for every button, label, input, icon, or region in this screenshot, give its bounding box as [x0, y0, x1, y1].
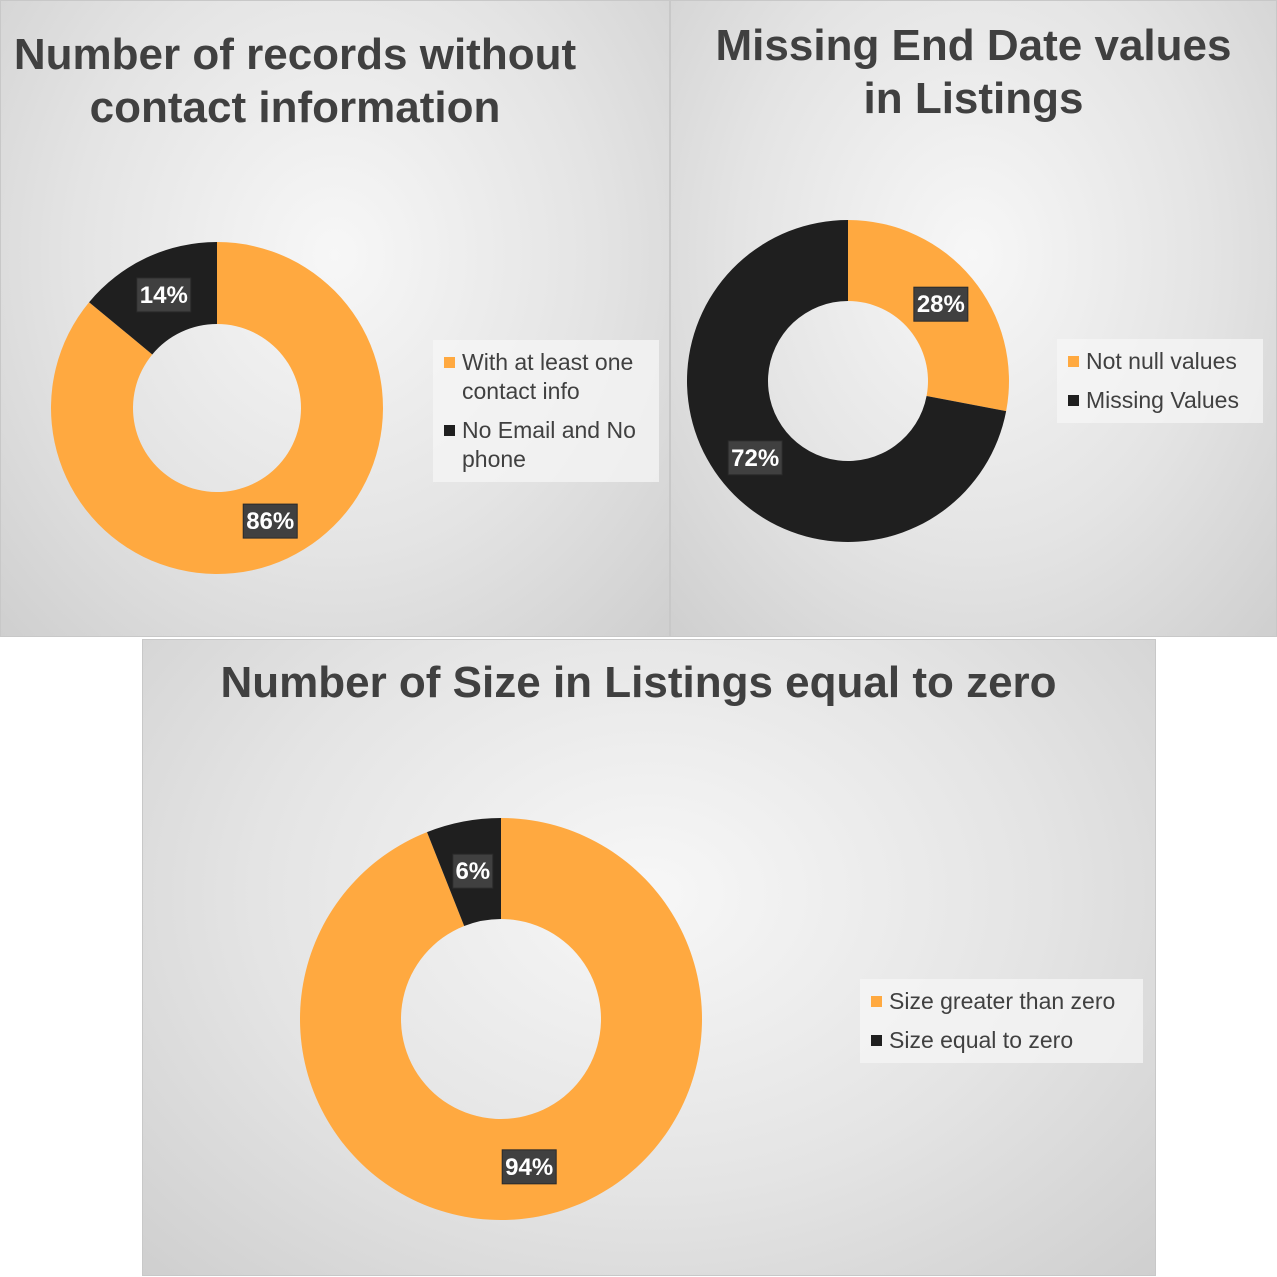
data-label-box — [452, 853, 494, 889]
legend-swatch — [1068, 356, 1079, 367]
legend-label: No Email and No phone — [462, 417, 636, 472]
donut-chart: 28% 72% — [687, 220, 1009, 542]
data-label-box — [242, 503, 298, 539]
data-label-box — [136, 277, 192, 313]
data-label: 72% — [727, 440, 783, 476]
legend-swatch — [871, 996, 882, 1007]
data-label-box — [913, 286, 969, 322]
data-label: 28% — [913, 286, 969, 322]
donut-chart: 86% 14% — [50, 242, 384, 574]
legend-item: Size greater than zero — [868, 987, 1135, 1016]
data-label: 14% — [136, 277, 192, 313]
data-label: 86% — [242, 503, 298, 539]
legend-swatch — [871, 1035, 882, 1046]
donut-slice — [299, 818, 702, 1220]
chart-legend: Not null values Missing Values — [1057, 339, 1263, 423]
data-label-text: 86% — [246, 508, 294, 535]
data-label-text: 72% — [731, 445, 779, 472]
chart-title: Number of Size in Listings equal to zero — [220, 658, 1057, 707]
legend-label: Size greater than zero — [889, 988, 1116, 1014]
legend-item: No Email and No phone — [441, 416, 651, 474]
donut-chart: 94% 6% — [299, 818, 702, 1220]
legend-label: Missing Values — [1086, 387, 1239, 413]
legend-swatch — [444, 357, 455, 368]
legend-swatch — [1068, 395, 1079, 406]
legend-label: Size equal to zero — [889, 1027, 1074, 1053]
data-label-text: 94% — [505, 1154, 553, 1181]
legend-item: Size equal to zero — [868, 1026, 1135, 1055]
legend-label: With at least one contact info — [462, 349, 634, 404]
chart-legend: Size greater than zero Size equal to zer… — [860, 979, 1143, 1063]
data-label: 94% — [501, 1149, 557, 1185]
donut-slice — [50, 242, 384, 574]
data-label: 6% — [452, 853, 494, 889]
legend-label: Not null values — [1086, 348, 1237, 374]
data-label-box — [501, 1149, 557, 1185]
legend-swatch — [444, 425, 455, 436]
chart-legend: With at least one contact info No Email … — [433, 340, 659, 482]
chart-title: Number of records without contact inform… — [13, 30, 577, 132]
chart-title: Missing End Date values in Listings — [715, 21, 1232, 123]
legend-item: With at least one contact info — [441, 348, 651, 406]
legend-item: Not null values — [1065, 347, 1255, 376]
data-label-text: 6% — [455, 858, 490, 885]
data-label-text: 14% — [140, 282, 188, 309]
chart-panel-contact-info: Number of records without contact inform… — [0, 0, 670, 637]
legend-item: Missing Values — [1065, 386, 1255, 415]
data-label-box — [727, 440, 783, 476]
data-label-text: 28% — [917, 291, 965, 318]
